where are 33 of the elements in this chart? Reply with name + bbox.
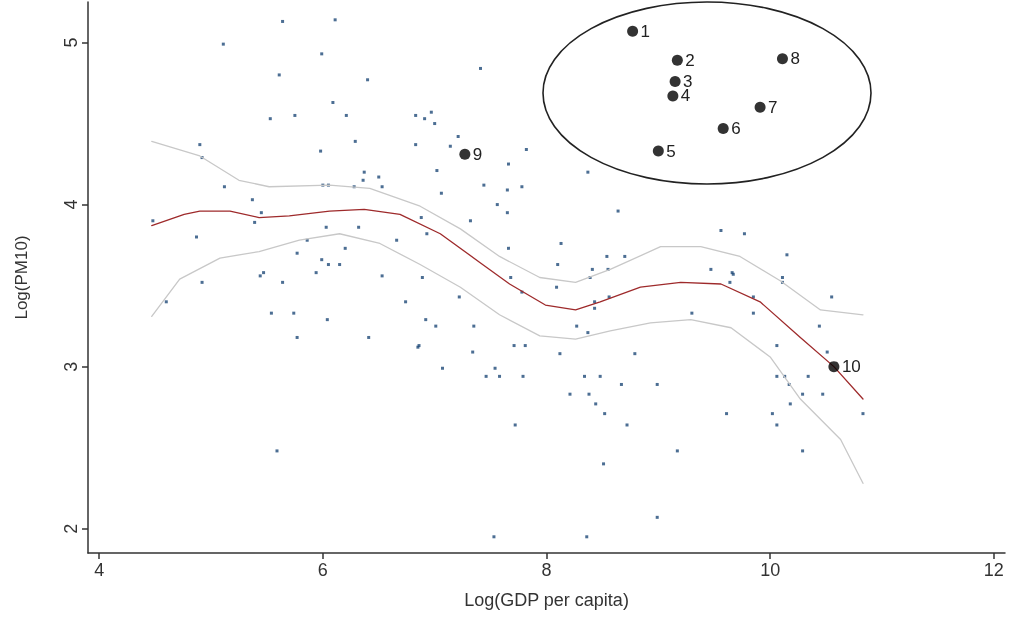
line-series xyxy=(151,233,864,484)
line-series xyxy=(151,208,864,400)
y-tick-label: 4 xyxy=(61,199,81,210)
x-tick-label: 8 xyxy=(541,560,552,580)
point xyxy=(754,101,766,113)
annotation: 4 xyxy=(680,86,691,106)
point xyxy=(671,54,683,66)
annotation: 8 xyxy=(790,49,800,69)
annotation: 10 xyxy=(841,357,861,377)
x-axis-title: Log(GDP per capita) xyxy=(464,590,629,610)
point xyxy=(459,148,471,160)
y-tick-label: 2 xyxy=(61,523,81,534)
annotation: 5 xyxy=(666,141,676,161)
x-tick-label: 6 xyxy=(317,560,328,580)
point xyxy=(828,361,840,373)
annotation: 9 xyxy=(472,144,483,164)
point xyxy=(627,25,639,37)
annotation: 7 xyxy=(768,97,778,117)
y-tick-label: 3 xyxy=(61,361,81,372)
point xyxy=(776,53,788,65)
x-tick-label: 10 xyxy=(760,560,781,580)
annotation: 6 xyxy=(731,118,741,138)
x-tick-label: 4 xyxy=(94,560,105,580)
point xyxy=(652,145,664,157)
point xyxy=(717,122,729,134)
y-axis-title: Log(PM10) xyxy=(12,235,31,320)
line-series xyxy=(151,140,864,316)
point xyxy=(669,75,681,87)
annotation: 2 xyxy=(685,50,695,70)
annotation: 1 xyxy=(640,21,651,41)
point xyxy=(667,90,679,102)
y-tick-label: 5 xyxy=(61,37,81,48)
x-tick-label: 12 xyxy=(983,560,1004,580)
